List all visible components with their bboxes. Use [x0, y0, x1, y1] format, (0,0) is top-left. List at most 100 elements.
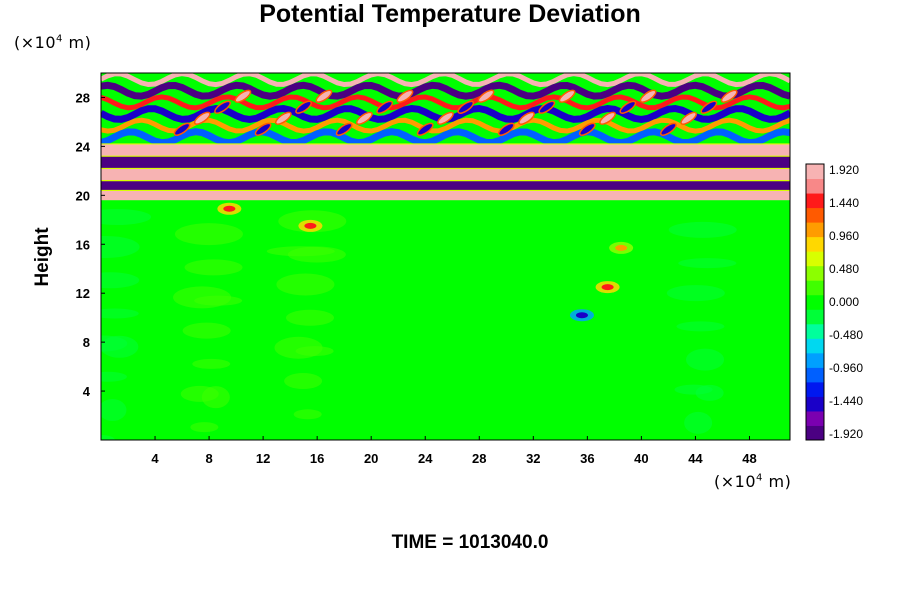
y-tick-label: 20	[76, 188, 90, 203]
wave-cell	[720, 89, 738, 103]
turbulence-patch	[592, 397, 621, 414]
turbulence-patch	[676, 321, 725, 332]
turbulence-patch	[387, 360, 426, 377]
turbulence-patch	[471, 283, 530, 294]
turbulence-patch	[101, 371, 127, 382]
turbulence-patch	[101, 335, 139, 358]
x-tick-label: 8	[205, 451, 212, 466]
colorbar-label: 0.000	[829, 295, 859, 309]
positive-band	[101, 190, 790, 201]
wave-cell	[396, 89, 414, 103]
time-label: TIME = 1013040.0	[391, 532, 549, 553]
anomaly-core	[575, 312, 588, 319]
colorbar-swatch	[806, 265, 824, 281]
negative-band	[101, 180, 790, 191]
x-tick-label: 44	[688, 451, 703, 466]
wave-cell	[356, 111, 373, 125]
turbulence-patch	[201, 386, 230, 409]
turbulence-patch	[397, 396, 426, 407]
turbulence-patch	[284, 373, 323, 390]
x-tick-label: 40	[634, 451, 648, 466]
colorbar-label: 1.920	[829, 163, 859, 177]
turbulence-patch	[174, 223, 243, 246]
colorbar-swatch	[806, 193, 824, 209]
turbulence-patch	[684, 411, 713, 434]
colorbar-label: -0.480	[829, 328, 863, 342]
turbulence-patch	[370, 233, 439, 244]
colorbar-label: 1.440	[829, 196, 859, 210]
turbulence-patch	[285, 309, 334, 326]
wave-cell	[193, 111, 211, 125]
turbulence-patch	[101, 272, 140, 289]
x-tick-label: 24	[418, 451, 433, 466]
y-tick-label: 12	[76, 286, 90, 301]
x-axis-unit: (×104 m)	[714, 472, 792, 491]
colorbar-swatch	[806, 338, 824, 354]
wave-cell	[457, 100, 475, 114]
turbulence-patch	[192, 358, 231, 369]
turbulence-patch	[379, 260, 438, 283]
turbulence-patch	[190, 422, 219, 433]
turbulence-patch	[287, 246, 346, 263]
turbulence-patch	[695, 384, 724, 401]
wave-cell	[315, 89, 333, 103]
turbulence-patch	[584, 298, 633, 321]
wave-cell	[376, 100, 394, 114]
colorbar-swatch	[806, 294, 824, 310]
wave-cell	[214, 100, 231, 114]
wave-cell	[518, 111, 535, 125]
wave-cell	[234, 89, 252, 103]
x-tick-label: 48	[742, 451, 756, 466]
y-tick-label: 28	[76, 90, 90, 105]
colorbar-swatch	[806, 164, 824, 180]
y-tick-label: 16	[76, 237, 90, 252]
wave-cell	[558, 89, 576, 103]
colorbar-swatch	[806, 309, 824, 325]
colorbar-label: -1.920	[829, 427, 863, 441]
turbulence-patch	[184, 259, 243, 276]
positive-band	[101, 143, 790, 157]
colorbar-swatch	[806, 236, 824, 252]
turbulence-patch	[295, 346, 334, 357]
colorbar-swatch	[806, 207, 824, 223]
y-tick-label: 8	[83, 335, 90, 350]
anomaly-core	[601, 284, 614, 291]
wave-cell	[639, 89, 657, 103]
colorbar-label: -0.960	[829, 361, 863, 375]
colorbar-swatch	[806, 352, 824, 368]
turbulence-patch	[488, 410, 517, 427]
turbulence-patch	[381, 423, 450, 440]
turbulence-patch	[101, 308, 139, 319]
x-axis-ticks: 4 8 12 16 20 24 28 32 36 40 44 48	[151, 436, 757, 466]
turbulence-patch	[377, 323, 426, 346]
positive-band	[101, 168, 790, 181]
turbulence-patch	[582, 361, 621, 384]
wave-cell	[680, 111, 698, 125]
turbulence-patch	[483, 247, 542, 270]
x-tick-label: 36	[580, 451, 594, 466]
wave-cell	[599, 111, 616, 125]
turbulence-patch	[101, 399, 127, 422]
wave-stripe	[101, 94, 790, 111]
colorbar-swatch	[806, 396, 824, 412]
colorbar-swatch	[806, 222, 824, 238]
turbulence-patch	[574, 270, 633, 281]
wave-stripe	[101, 73, 790, 88]
wave-cell	[497, 122, 515, 136]
turbulence-patch	[276, 273, 335, 296]
turbulence-patch	[101, 435, 115, 440]
turbulence-patch	[678, 258, 737, 269]
colorbar-label: 0.480	[829, 262, 859, 276]
turbulence-patch	[573, 334, 622, 345]
colorbar-swatch	[806, 280, 824, 296]
x-tick-label: 16	[310, 451, 324, 466]
turbulence-patch	[101, 208, 152, 225]
turbulence-patch	[686, 348, 725, 371]
anomaly-core	[223, 205, 236, 212]
wave-cell	[335, 122, 353, 136]
colorbar-frame	[805, 163, 825, 441]
turbulence-patch	[194, 295, 243, 306]
turbulence-patch	[668, 221, 737, 238]
colorbar-swatch	[806, 425, 824, 441]
